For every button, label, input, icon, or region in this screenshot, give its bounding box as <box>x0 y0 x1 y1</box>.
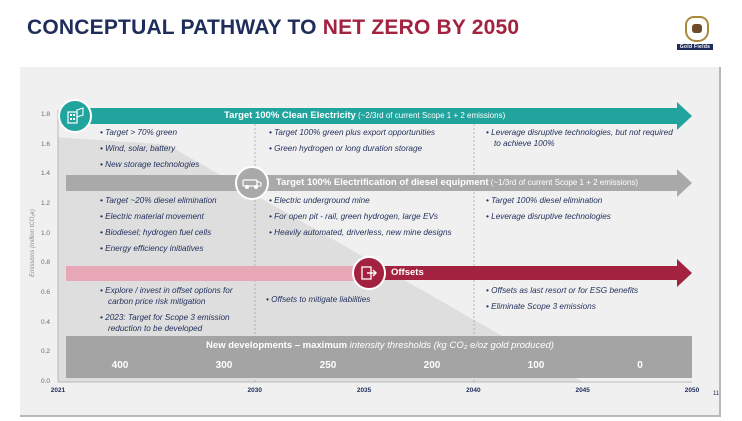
y-tick-label: 1.4 <box>40 170 50 178</box>
clean-col-2: Target 100% green plus export opportunit… <box>269 127 474 154</box>
x-tick-label: 2050 <box>684 387 700 394</box>
electrification-col-2: Electric underground mine For open pit -… <box>269 195 474 238</box>
x-tick-label: 2021 <box>50 387 66 394</box>
y-tick-label: 0.2 <box>40 348 50 356</box>
offsets-col-2: Offsets to mitigate liabilities <box>266 294 471 305</box>
y-axis-label: Emissions (million tCO₂e) <box>30 209 36 277</box>
electrification-arrow <box>66 169 692 197</box>
x-tick-label: 2035 <box>356 387 372 394</box>
offsets-label: Offsets <box>391 267 424 278</box>
clean-electricity-label: Target 100% Clean Electricity (~2/3rd of… <box>224 110 506 121</box>
y-tick-label: 1.8 <box>40 111 50 118</box>
y-tick-label: 1.6 <box>40 140 50 148</box>
page-title: CONCEPTUAL PATHWAY TO NET ZERO BY 2050 <box>27 16 520 39</box>
offsets-col-3: Offsets as last resort or for ESG benefi… <box>486 285 686 312</box>
threshold-value: 250 <box>319 360 337 371</box>
x-tick-label: 2040 <box>466 387 481 394</box>
title-accent: NET ZERO BY 2050 <box>322 16 520 39</box>
offset-arrow-icon <box>352 256 386 290</box>
y-tick-label: 0.6 <box>40 289 50 296</box>
threshold-value: 400 <box>111 360 129 371</box>
threshold-value: 200 <box>423 360 441 371</box>
gold-fields-logo: Gold Fields <box>676 16 716 56</box>
offsets-col-1: Explore / invest in offset options for c… <box>100 285 252 334</box>
x-tick-label: 2030 <box>247 387 262 394</box>
offsets-pink-bar <box>66 266 371 281</box>
logo-text: Gold Fields <box>679 44 711 50</box>
clean-col-1: Target > 70% green Wind, solar, battery … <box>100 127 250 170</box>
page-number: 11 <box>713 391 720 397</box>
clean-col-3: Leverage disruptive technologies, but no… <box>486 127 676 149</box>
lion-shield-icon <box>685 16 709 42</box>
threshold-value: 300 <box>215 360 233 371</box>
electrification-col-1: Target ~20% diesel elimination Electric … <box>100 195 250 254</box>
y-tick-label: 0.8 <box>40 259 50 267</box>
y-tick-label: 0.0 <box>40 378 50 385</box>
x-tick-label: 2045 <box>575 387 590 394</box>
y-tick-label: 0.4 <box>40 318 50 326</box>
solar-panel-building-icon <box>58 99 92 133</box>
newdev-bar <box>66 336 692 378</box>
clean-electricity-arrow <box>66 102 692 130</box>
electrification-col-3: Target 100% diesel elimination Leverage … <box>486 195 676 222</box>
y-tick-label: 1.2 <box>40 200 50 207</box>
threshold-value: 0 <box>637 360 643 371</box>
y-tick-label: 1.0 <box>40 229 50 237</box>
offsets-arrow <box>371 259 692 287</box>
new-developments-title: New developments – maximum intensity thr… <box>206 340 554 351</box>
threshold-value: 100 <box>527 360 545 371</box>
electrification-label: Target 100% Electrification of diesel eq… <box>276 177 638 188</box>
